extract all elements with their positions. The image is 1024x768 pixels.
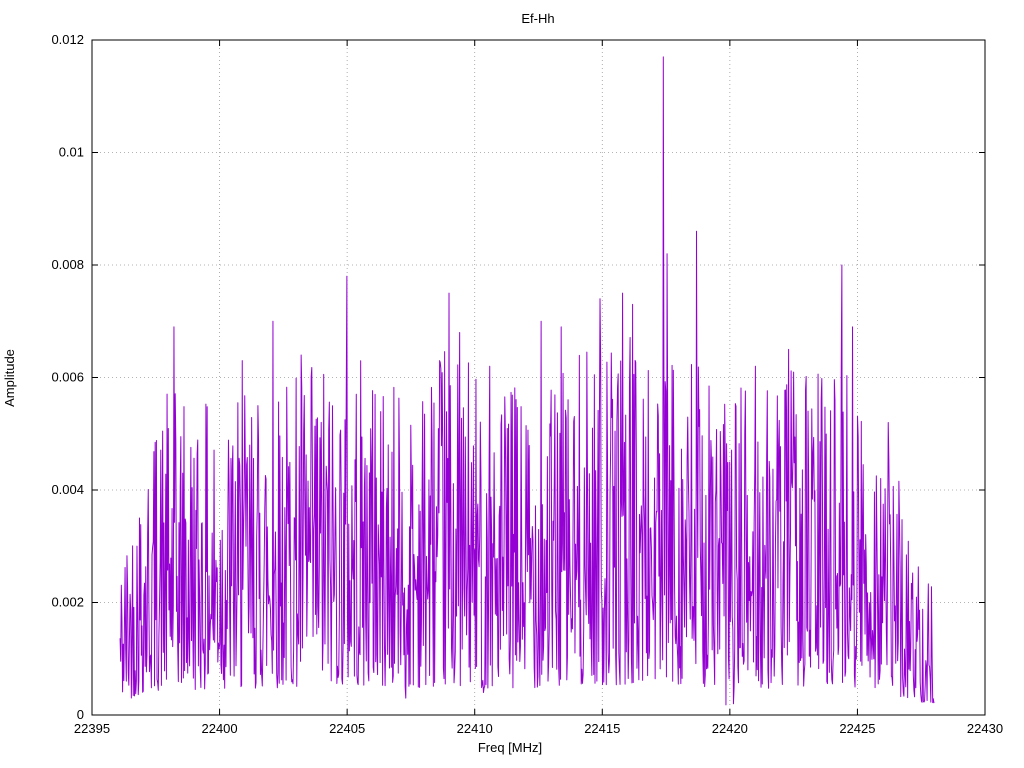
x-tick-label: 22420 [712, 721, 748, 736]
y-tick-label: 0.004 [51, 482, 84, 497]
y-tick-label: 0.002 [51, 595, 84, 610]
x-tick-label: 22400 [201, 721, 237, 736]
x-tick-label: 22430 [967, 721, 1003, 736]
y-axis-label: Amplitude [2, 349, 17, 407]
x-tick-label: 22405 [329, 721, 365, 736]
y-tick-label: 0 [77, 707, 84, 722]
y-tick-label: 0.012 [51, 32, 84, 47]
x-tick-label: 22425 [839, 721, 875, 736]
x-tick-label: 22410 [457, 721, 493, 736]
tick-labels: 22395 22400 22405 22410 22415 22420 22425 22430… [51, 32, 1003, 736]
x-tick-label: 22415 [584, 721, 620, 736]
y-tick-label: 0.006 [51, 370, 84, 385]
x-axis-label: Freq [MHz] [478, 740, 542, 755]
spectrum-line [119, 56, 935, 706]
x-tick-label: 22395 [74, 721, 110, 736]
plot-border [91, 39, 986, 716]
y-tick-label: 0.01 [59, 145, 84, 160]
y-tick-label: 0.008 [51, 257, 84, 272]
chart-title: Ef-Hh [521, 11, 554, 26]
